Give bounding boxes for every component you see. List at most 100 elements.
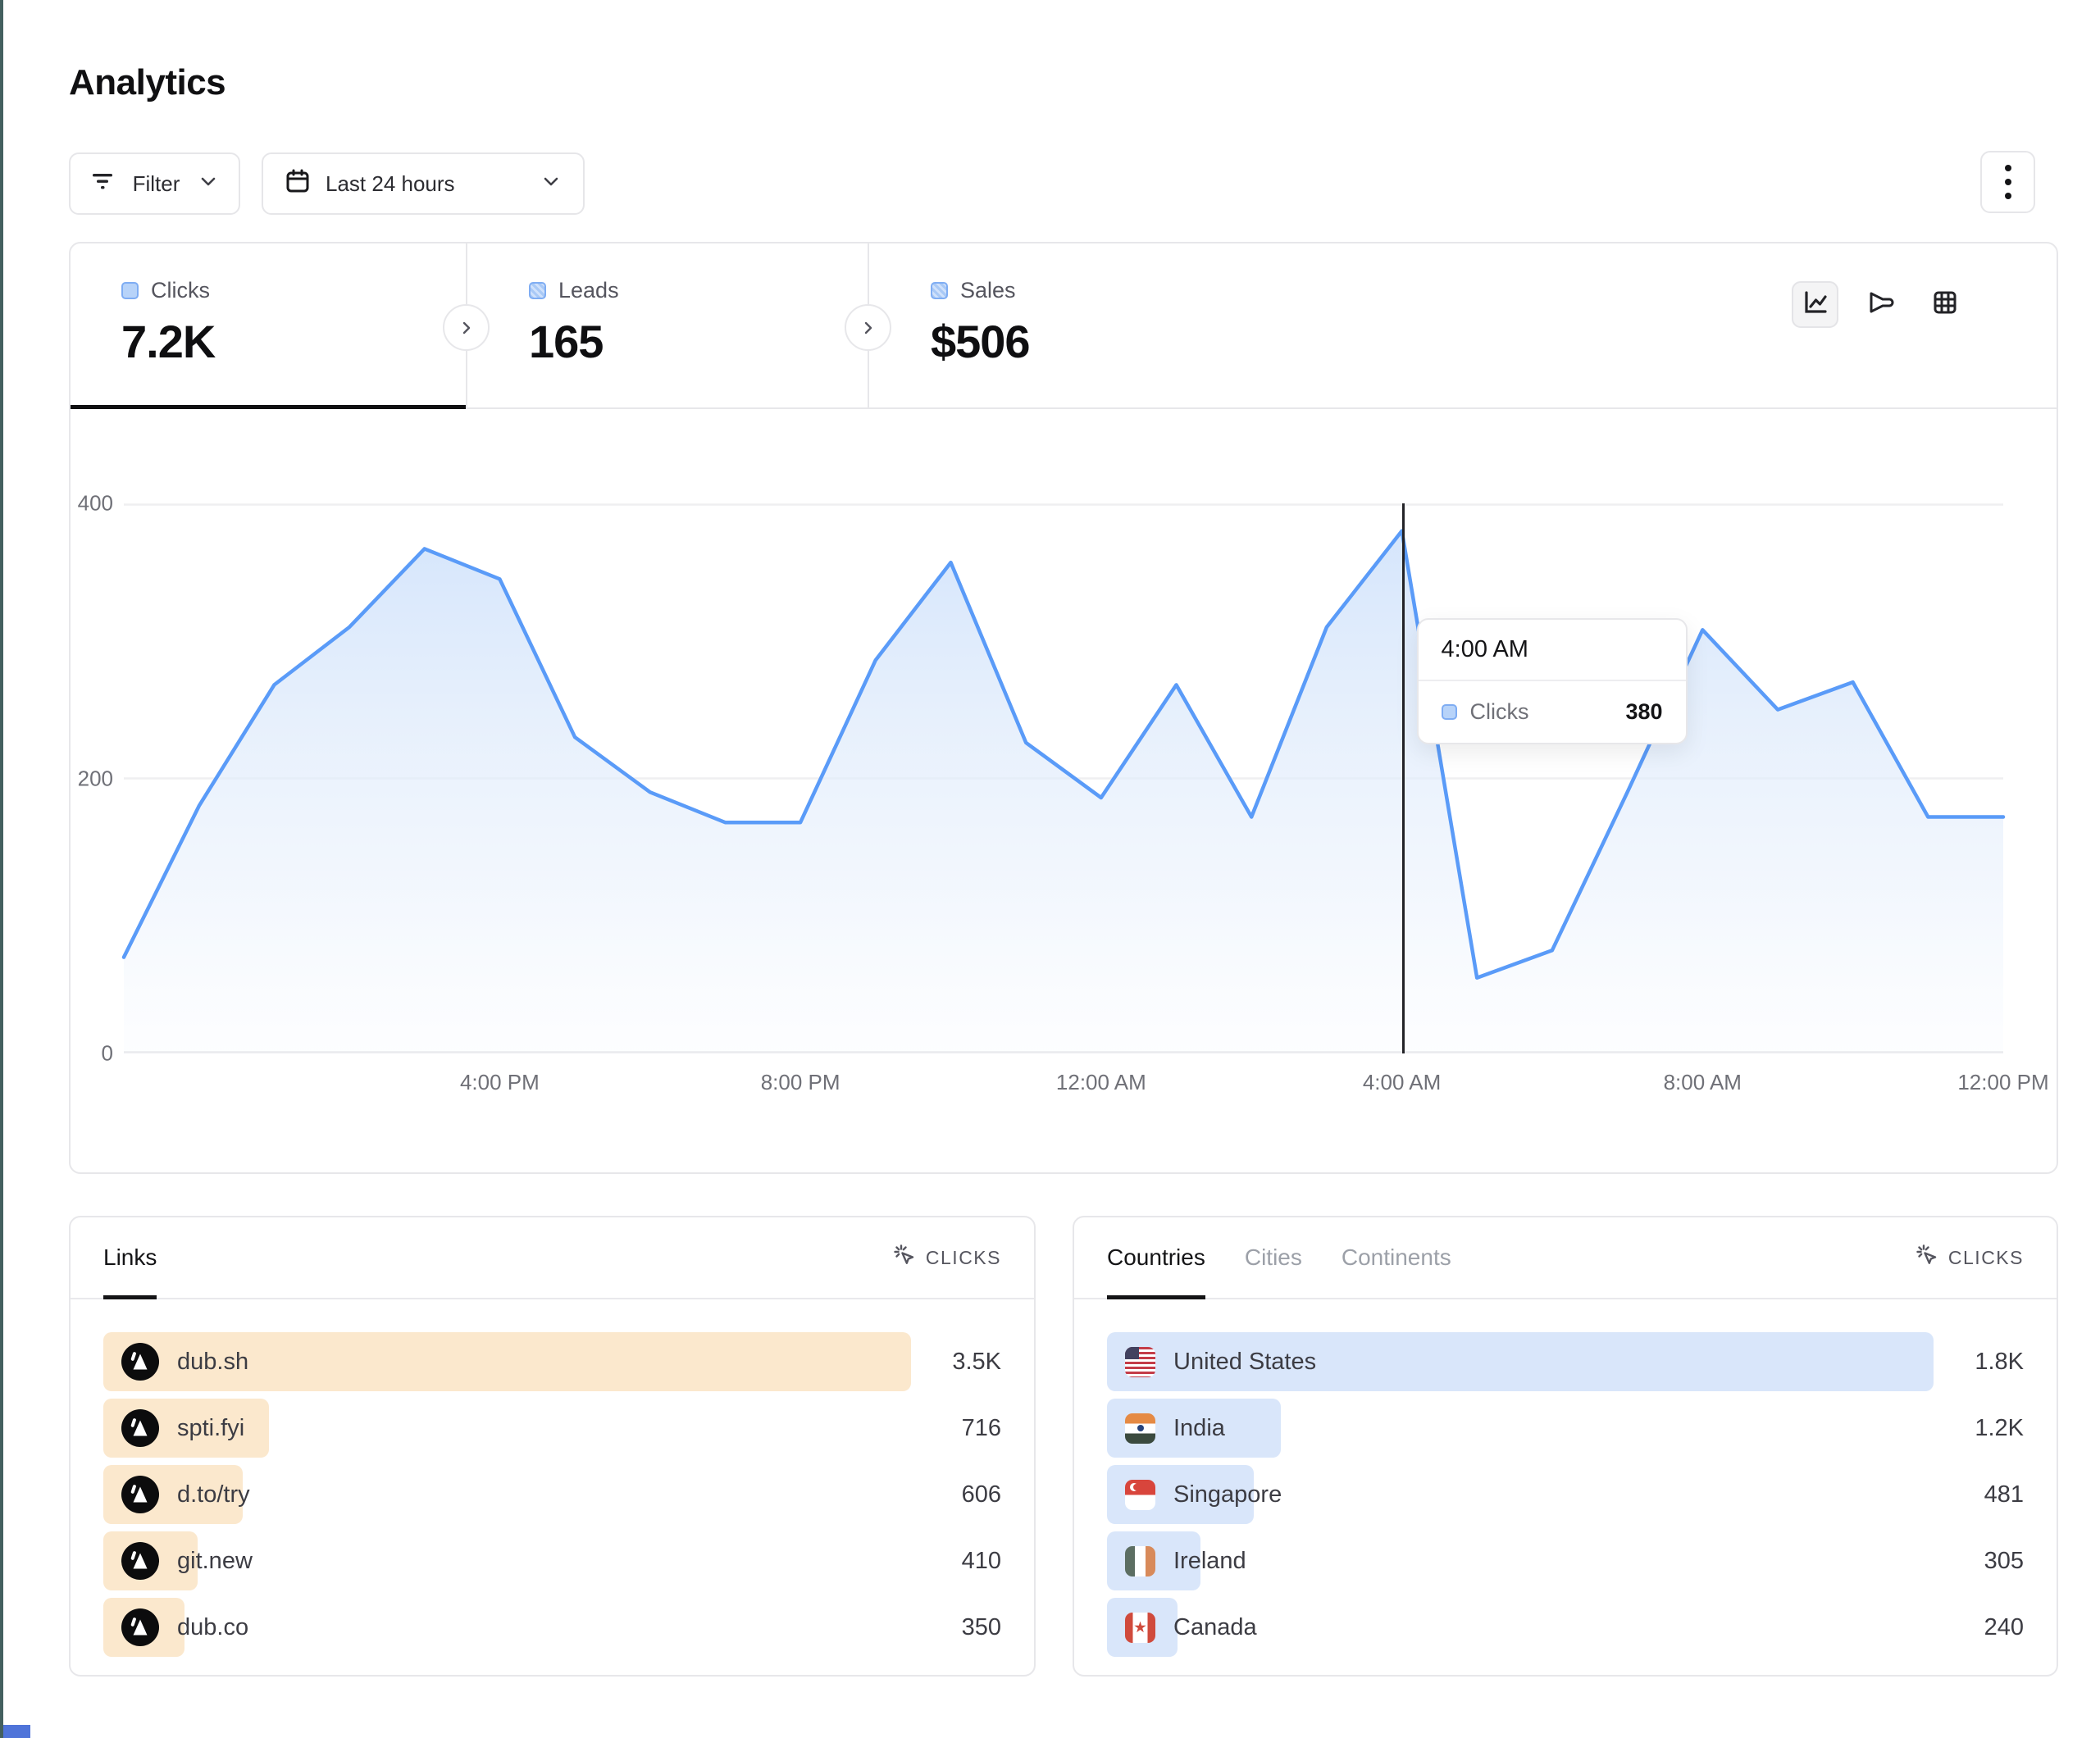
x-tick-label: 4:00 AM — [1362, 1070, 1442, 1094]
tooltip-legend-swatch — [1441, 704, 1457, 720]
links-panel-header: Links CLICKS — [71, 1217, 1034, 1299]
clicks-time-series-chart[interactable]: 0 200 400 4:00 PM 8:00 PM 12:00 AM 4:00 AM 8:0… — [71, 409, 2057, 1174]
flag-ireland-icon — [1125, 1545, 1155, 1576]
filter-button-label: Filter — [132, 171, 180, 196]
kebab-icon — [2004, 165, 2011, 171]
country-label: Singapore — [1173, 1481, 1282, 1508]
link-clicks-value: 410 — [961, 1547, 1001, 1574]
link-label: dub.sh — [177, 1348, 249, 1375]
x-tick-label: 12:00 AM — [1055, 1070, 1146, 1094]
tooltip-value: 380 — [1625, 699, 1663, 724]
country-label: United States — [1173, 1348, 1317, 1375]
country-clicks-value: 1.8K — [1975, 1348, 2024, 1375]
date-range-button[interactable]: Last 24 hours — [262, 152, 585, 215]
page-title: Analytics — [69, 62, 226, 102]
link-row[interactable]: dub.sh 3.5K — [103, 1332, 1001, 1391]
line-chart-icon — [1802, 289, 1829, 321]
analytics-card: Clicks 7.2K Leads 165 Sales $506 — [69, 242, 2058, 1174]
area-chart-svg — [124, 503, 2003, 1053]
tab-leads[interactable]: Leads 165 — [466, 243, 868, 407]
chevron-down-icon — [198, 171, 219, 198]
y-tick-label: 0 — [101, 1040, 113, 1066]
links-panel: Links CLICKS dub.sh 3.5K spti. — [69, 1216, 1036, 1677]
stats-tabs: Clicks 7.2K Leads 165 Sales $506 — [71, 243, 2057, 409]
link-clicks-value: 3.5K — [952, 1348, 1001, 1375]
dub-logo-icon — [121, 1542, 159, 1580]
sales-tab-label: Sales — [960, 278, 1016, 303]
country-clicks-value: 240 — [1984, 1613, 2024, 1640]
tab-countries[interactable]: Countries — [1107, 1217, 1205, 1299]
link-clicks-value: 606 — [961, 1481, 1001, 1508]
country-label: India — [1173, 1414, 1225, 1441]
flag-singapore-icon — [1125, 1479, 1155, 1510]
country-row[interactable]: India 1.2K — [1107, 1399, 2024, 1458]
y-tick-label: 400 — [77, 490, 113, 516]
clicks-tab-value: 7.2K — [121, 316, 216, 367]
geo-rows: United States 1.8K India 1.2K Singapore — [1074, 1299, 2057, 1657]
sales-tab-value: $506 — [931, 316, 1031, 367]
dub-logo-icon — [121, 1476, 159, 1513]
leads-legend-swatch — [529, 282, 546, 299]
link-label: spti.fyi — [177, 1414, 245, 1441]
expand-clicks-chevron[interactable] — [443, 304, 490, 351]
chart-type-switcher — [1792, 281, 1968, 328]
country-row[interactable]: Canada 240 — [1107, 1598, 2024, 1657]
country-label: Canada — [1173, 1613, 1257, 1640]
geo-panel: Countries Cities Continents CLICKS Unite… — [1073, 1216, 2058, 1677]
tab-links[interactable]: Links — [103, 1217, 157, 1299]
tab-clicks[interactable]: Clicks 7.2K — [71, 243, 466, 409]
leads-tab-label: Leads — [558, 278, 619, 303]
links-metric-header[interactable]: CLICKS — [893, 1244, 1001, 1272]
chart-tooltip: 4:00 AM Clicks 380 — [1416, 618, 1688, 744]
country-row[interactable]: Ireland 305 — [1107, 1531, 2024, 1590]
link-row[interactable]: d.to/try 606 — [103, 1465, 1001, 1524]
link-row[interactable]: spti.fyi 716 — [103, 1399, 1001, 1458]
tooltip-series-label: Clicks — [1469, 699, 1529, 724]
filter-icon — [90, 169, 115, 199]
left-edge-strip — [0, 0, 3, 1738]
toolbar: Filter Last 24 hours — [69, 152, 585, 215]
tooltip-time: 4:00 AM — [1418, 620, 1686, 681]
more-options-button[interactable] — [1980, 151, 2035, 213]
country-label: Ireland — [1173, 1547, 1246, 1574]
table-view-toggle[interactable] — [1921, 281, 1968, 328]
cursor-click-icon — [893, 1244, 916, 1272]
flag-india-icon — [1125, 1413, 1155, 1444]
link-label: d.to/try — [177, 1481, 250, 1508]
clicks-legend-swatch — [121, 282, 139, 299]
date-range-label: Last 24 hours — [326, 171, 455, 196]
link-clicks-value: 350 — [961, 1613, 1001, 1640]
link-row[interactable]: git.new 410 — [103, 1531, 1001, 1590]
tab-continents[interactable]: Continents — [1341, 1244, 1451, 1270]
sales-legend-swatch — [931, 282, 948, 299]
geo-panel-header: Countries Cities Continents CLICKS — [1074, 1217, 2057, 1299]
chevron-down-icon — [540, 171, 562, 198]
expand-leads-chevron[interactable] — [845, 304, 891, 351]
country-clicks-value: 1.2K — [1975, 1414, 2024, 1441]
cursor-click-icon — [1916, 1244, 1938, 1272]
links-rows: dub.sh 3.5K spti.fyi 716 d.to/try 606 — [71, 1299, 1034, 1657]
x-tick-label: 12:00 PM — [1957, 1070, 2049, 1094]
chart-plot-area[interactable] — [124, 503, 2003, 1053]
leads-tab-value: 165 — [529, 316, 604, 367]
grid-icon — [1931, 289, 1959, 321]
link-row[interactable]: dub.co 350 — [103, 1598, 1001, 1657]
x-tick-label: 8:00 AM — [1663, 1070, 1742, 1094]
dub-logo-icon — [121, 1343, 159, 1381]
x-tick-label: 8:00 PM — [760, 1070, 840, 1094]
country-row[interactable]: United States 1.8K — [1107, 1332, 2024, 1391]
bottom-left-accent — [3, 1725, 30, 1738]
chart-crosshair-line — [1401, 503, 1405, 1053]
funnel-chart-toggle[interactable] — [1856, 281, 1903, 328]
tab-cities[interactable]: Cities — [1244, 1244, 1302, 1270]
geo-metric-header[interactable]: CLICKS — [1916, 1244, 2024, 1272]
flag-united-states-icon — [1125, 1346, 1155, 1377]
dub-logo-icon — [121, 1608, 159, 1646]
dub-logo-icon — [121, 1409, 159, 1447]
link-label: dub.co — [177, 1613, 249, 1640]
country-row[interactable]: Singapore 481 — [1107, 1465, 2024, 1524]
line-chart-toggle[interactable] — [1792, 281, 1838, 328]
y-tick-label: 200 — [77, 766, 113, 790]
filter-button[interactable]: Filter — [69, 152, 240, 215]
